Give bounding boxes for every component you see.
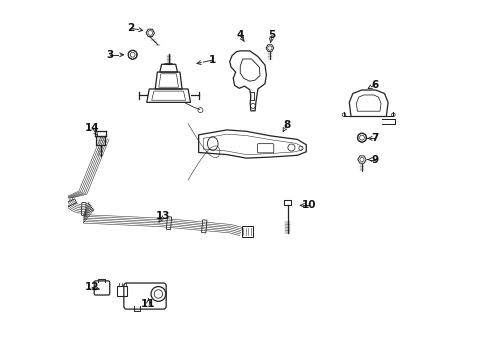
Text: 11: 11: [141, 299, 156, 309]
Text: 14: 14: [84, 123, 99, 133]
Text: 3: 3: [106, 50, 113, 60]
Text: 10: 10: [302, 201, 316, 210]
Text: 7: 7: [370, 133, 378, 143]
Text: 8: 8: [283, 120, 290, 130]
Text: 13: 13: [155, 211, 169, 221]
Text: 9: 9: [371, 154, 378, 165]
Text: 4: 4: [236, 30, 244, 40]
Text: 1: 1: [209, 55, 216, 65]
Text: 6: 6: [371, 80, 378, 90]
Text: 5: 5: [268, 30, 275, 40]
Text: 12: 12: [84, 282, 99, 292]
Text: 2: 2: [127, 23, 134, 33]
